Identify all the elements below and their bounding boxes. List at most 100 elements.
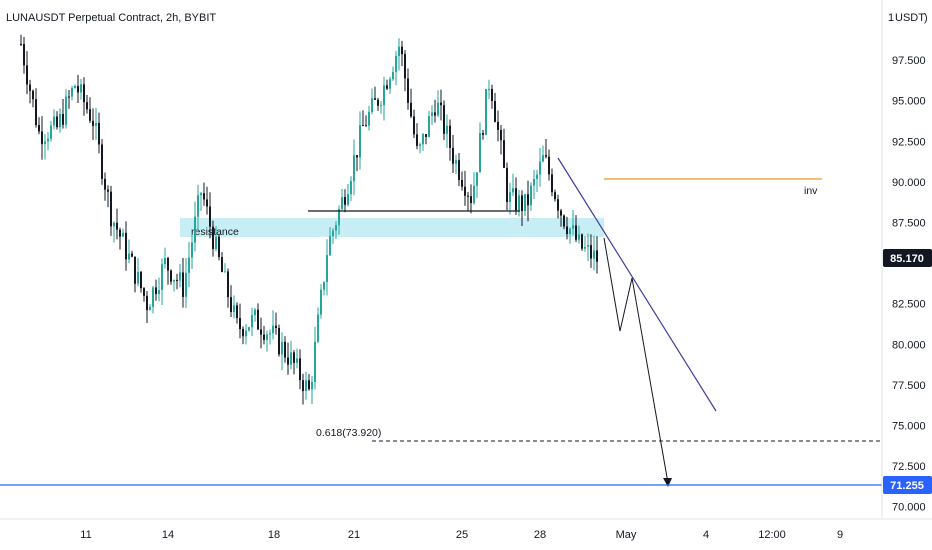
price-axis[interactable]: 97.50095.00092.50090.00087.50085.00082.5…	[892, 55, 926, 514]
time-tick-label: 11	[80, 529, 91, 541]
candle-body	[278, 328, 280, 355]
candle-body	[83, 84, 85, 103]
candle-body	[65, 96, 67, 125]
candle-body	[383, 85, 385, 106]
candle-body	[107, 189, 109, 192]
price-tick-label: 72.500	[892, 461, 926, 473]
candle-body	[233, 305, 235, 312]
candle-body	[317, 314, 319, 342]
candle-body	[494, 100, 496, 122]
price-tick-label: 87.500	[892, 217, 926, 229]
candle-body	[419, 144, 421, 146]
candle-body	[365, 125, 367, 127]
candle-body	[125, 232, 127, 260]
candle-body	[470, 196, 472, 204]
candle-body	[323, 282, 325, 290]
candle-body	[404, 54, 406, 79]
candle-body	[275, 325, 277, 329]
candle-body	[509, 192, 511, 203]
candle-body	[584, 246, 586, 249]
candle-body	[38, 125, 40, 132]
candle-body	[332, 230, 334, 237]
candle-body	[50, 125, 52, 139]
candle-body	[329, 236, 331, 256]
candle-body	[245, 330, 247, 337]
candle-body	[488, 88, 490, 90]
candle-body	[98, 123, 100, 145]
candle-body	[497, 121, 499, 130]
candle-body	[194, 216, 196, 243]
candle-body	[518, 195, 520, 211]
time-axis[interactable]: 11 14 18 21 25 28 May 4 12:00 9	[80, 529, 843, 541]
candle-body	[110, 191, 112, 227]
currency-badge-left: 1	[888, 12, 894, 24]
candle-body	[551, 174, 553, 193]
candle-body	[578, 234, 580, 240]
candle-body	[455, 160, 457, 164]
inv-label: inv	[804, 185, 818, 197]
candle-body	[227, 271, 229, 298]
candle-body	[161, 264, 163, 290]
candle-body	[95, 123, 97, 126]
candle-body	[500, 129, 502, 141]
candle-body	[260, 329, 262, 335]
candle-body	[347, 194, 349, 205]
candle-body	[134, 256, 136, 284]
price-tick-label: 97.500	[892, 55, 926, 67]
candle-body	[389, 79, 391, 89]
candle-body	[263, 334, 265, 340]
candle-body	[311, 382, 313, 390]
candle-body	[398, 46, 400, 56]
candle-body	[482, 133, 484, 135]
candle-body	[29, 84, 31, 91]
candle-body	[359, 125, 361, 158]
candle-body	[449, 125, 451, 148]
time-tick-label: 4	[703, 529, 709, 541]
candle-body	[221, 257, 223, 272]
currency-badge[interactable]: 1 USDT )	[888, 12, 928, 24]
candle-body	[479, 133, 481, 173]
candle-body	[308, 380, 310, 390]
candle-body	[374, 98, 376, 100]
candle-body	[416, 134, 418, 146]
candles	[20, 34, 598, 405]
candle-body	[53, 116, 55, 126]
price-tick-label: 80.000	[892, 339, 926, 351]
time-tick-label: 14	[162, 529, 174, 541]
candle-body	[104, 178, 106, 190]
candle-body	[236, 305, 238, 319]
candle-body	[341, 197, 343, 209]
candle-body	[266, 334, 268, 340]
candle-body	[230, 297, 232, 312]
time-tick-label: 28	[534, 529, 546, 541]
candle-body	[575, 225, 577, 240]
candle-body	[20, 43, 22, 45]
candle-body	[293, 352, 295, 363]
candle-body	[557, 199, 559, 211]
candle-body	[242, 328, 244, 337]
candle-body	[320, 289, 322, 315]
candle-body	[386, 85, 388, 89]
candle-body	[338, 208, 340, 226]
candle-body	[464, 186, 466, 196]
candle-body	[566, 226, 568, 234]
candle-body	[287, 357, 289, 365]
candle-body	[44, 141, 46, 145]
candle-body	[512, 188, 514, 193]
time-tick-label: 12:00	[758, 529, 786, 541]
candle-body	[212, 226, 214, 249]
candle-body	[62, 114, 64, 125]
candle-body	[176, 279, 178, 281]
price-tick-label: 70.000	[892, 502, 926, 514]
candle-body	[113, 222, 115, 227]
candle-body	[548, 156, 550, 175]
candle-body	[74, 85, 76, 88]
candle-body	[521, 195, 523, 211]
candle-body	[563, 215, 565, 227]
plot-area[interactable]	[0, 0, 860, 518]
candle-body	[41, 131, 43, 145]
candle-body	[119, 229, 121, 237]
candle-body	[140, 271, 142, 289]
candle-body	[395, 55, 397, 72]
